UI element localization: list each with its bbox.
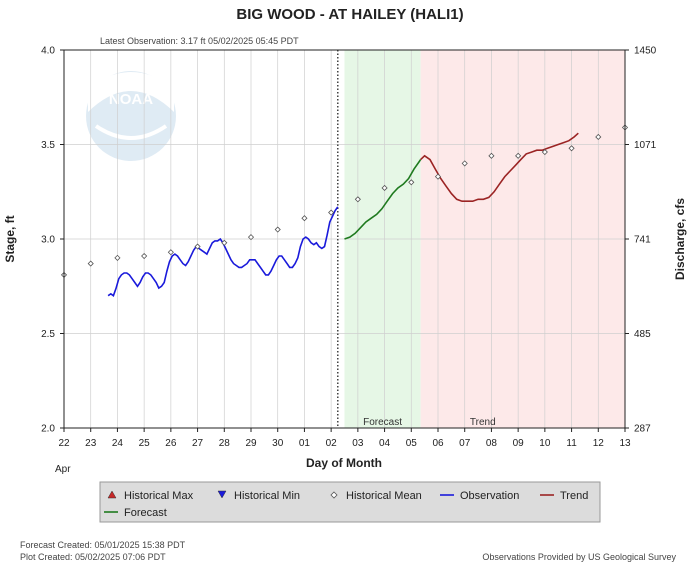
historical-mean-point <box>114 254 121 261</box>
x-tick-label: 06 <box>432 438 444 449</box>
noaa-logo: NOAA <box>86 71 176 161</box>
legend-item: Trend <box>540 490 588 502</box>
x-tick-label: 10 <box>539 438 551 449</box>
x-tick-label: 26 <box>165 438 177 449</box>
x-tick-label: 22 <box>58 438 70 449</box>
chart-legend: Historical Max Historical Min Historical M… <box>99 481 601 523</box>
historical-mean-point <box>595 133 602 141</box>
historical-mean-point <box>328 209 335 216</box>
data-source-text: Observations Provided by US Geological S… <box>482 552 676 562</box>
historical-mean-point <box>141 252 148 260</box>
x-tick-label: 09 <box>513 438 525 449</box>
legend-item: Historical Min <box>217 490 300 502</box>
legend-diamond-icon <box>330 491 338 499</box>
legend-label: Historical Max <box>124 490 194 502</box>
y-right-tick-label: 741 <box>634 235 651 246</box>
historical-mean-point <box>354 196 361 203</box>
x-tick-label: 30 <box>272 438 284 449</box>
y-axis-right-label: Discharge, cfs <box>673 198 687 280</box>
historical-mean-point <box>515 152 522 159</box>
x-tick-label: 29 <box>245 438 257 449</box>
x-tick-label: 13 <box>619 438 631 449</box>
legend-item: Historical Mean <box>330 490 422 502</box>
legend-label: Observation <box>460 490 519 502</box>
y-left-tick-label: 3.0 <box>41 235 55 246</box>
historical-mean-point <box>408 179 415 186</box>
historical-mean-point <box>488 152 495 159</box>
x-tick-label: 23 <box>85 438 97 449</box>
x-tick-label: 02 <box>326 438 338 449</box>
legend-item: Observation <box>440 490 519 502</box>
historical-mean-point <box>194 243 201 250</box>
latest-observation-text: Latest Observation: 3.17 ft 05/02/2025 0… <box>100 36 299 46</box>
historical-mean-point <box>221 239 228 246</box>
legend-triangle-up-icon <box>107 490 117 499</box>
x-tick-label: 04 <box>379 438 391 449</box>
chart-title: BIG WOOD - AT HAILEY (HALI1) <box>236 6 463 23</box>
legend-box <box>99 481 601 523</box>
legend-label: Historical Min <box>234 490 300 502</box>
x-tick-label: 11 <box>566 438 577 449</box>
y-axis-left-label: Stage, ft <box>3 215 17 262</box>
historical-mean-point <box>87 260 94 267</box>
historical-mean-point <box>541 148 548 156</box>
y-right-tick-label: 287 <box>634 424 651 435</box>
noaa-logo-text: NOAA <box>109 91 153 108</box>
historical-mean-point <box>274 226 281 233</box>
trend-region-label: Trend <box>470 417 496 428</box>
x-tick-label: 25 <box>139 438 151 449</box>
legend-triangle-down-icon <box>217 490 227 499</box>
plot-created-text: Plot Created: 05/02/2025 07:06 PDT <box>20 552 166 562</box>
historical-mean-point <box>301 215 308 222</box>
y-left-tick-label: 2.5 <box>41 329 55 340</box>
x-axis-label: Day of Month <box>306 456 382 470</box>
chart-axes: 22 23 24 25 26 27 28 29 30 01 02 03 04 05 06 07 08 09 10 11… <box>41 46 657 450</box>
legend-label: Trend <box>560 490 588 502</box>
x-tick-label: 28 <box>219 438 231 449</box>
historical-mean-point <box>381 184 388 192</box>
legend-item: Historical Max <box>107 490 194 502</box>
x-tick-label: 27 <box>192 438 204 449</box>
y-right-tick-label: 1450 <box>634 46 657 57</box>
region-labels: Forecast Trend <box>363 417 496 428</box>
month-label: Apr <box>55 464 71 475</box>
series-line-trend <box>420 132 579 202</box>
legend-item: Forecast <box>104 507 167 519</box>
forecast-region-label: Forecast <box>363 417 402 428</box>
x-tick-label: 05 <box>406 438 418 449</box>
forecast-created-text: Forecast Created: 05/01/2025 15:38 PDT <box>20 540 186 550</box>
y-right-tick-label: 1071 <box>634 140 657 151</box>
y-right-tick-label: 485 <box>634 329 651 340</box>
x-tick-label: 12 <box>593 438 605 449</box>
series-line-observation <box>107 206 339 297</box>
historical-mean-point <box>461 160 468 167</box>
x-tick-label: 03 <box>352 438 364 449</box>
x-tick-label: 07 <box>459 438 471 449</box>
x-tick-label: 01 <box>299 438 311 449</box>
historical-mean-point <box>434 173 442 180</box>
historical-mean-point <box>247 234 255 241</box>
series-line-forecast <box>344 159 422 240</box>
historical-mean-point <box>167 249 174 256</box>
x-tick-label: 08 <box>486 438 498 449</box>
y-left-tick-label: 4.0 <box>41 46 55 57</box>
y-left-tick-label: 2.0 <box>41 424 55 435</box>
historical-mean-point <box>568 145 575 152</box>
legend-label: Historical Mean <box>346 490 422 502</box>
x-tick-label: 24 <box>112 438 124 449</box>
y-left-tick-label: 3.5 <box>41 140 55 151</box>
legend-label: Forecast <box>124 507 167 519</box>
